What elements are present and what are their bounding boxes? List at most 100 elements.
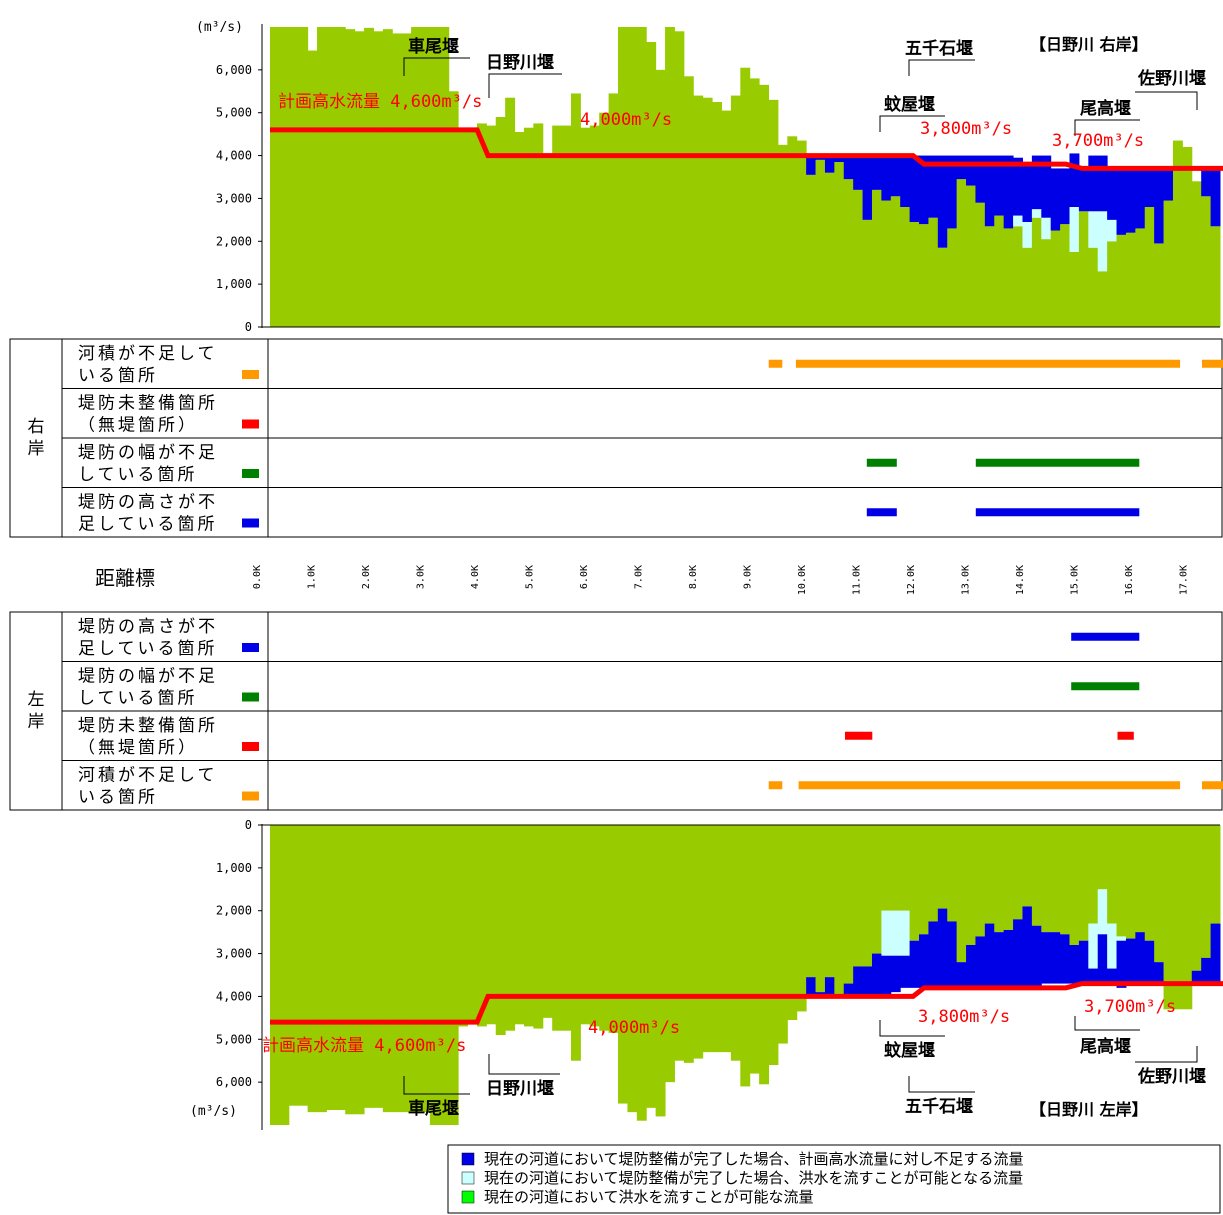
left-bar-green-58 (815, 825, 826, 993)
left-bar-green-88 (1097, 825, 1108, 890)
left-bank-row-label-line1-1: 堤防の幅が不足 (78, 667, 218, 687)
left-bar-green-5 (317, 825, 327, 1113)
left-bar-blue-98 (1191, 970, 1202, 984)
left-bar-blue-71 (937, 908, 948, 988)
left-bar-green-60 (834, 825, 845, 995)
right-bar-green-95 (1163, 200, 1174, 327)
left-bar-green-8 (345, 825, 356, 1115)
distance-tick-label: 14.0K (1015, 565, 1026, 595)
left-y-tick-label: 2,000 (216, 904, 252, 918)
right-bar-green-13 (392, 33, 403, 328)
right-bar-blue-81 (1031, 155, 1042, 210)
right-bar-green-30 (552, 125, 563, 327)
right-bar-green-68 (909, 222, 920, 327)
left-bar-green-89 (1107, 825, 1118, 924)
left-bar-green-71 (937, 825, 948, 909)
left-bar-green-16 (420, 825, 431, 1113)
right-bar-green-23 (486, 125, 497, 327)
left-bar-green-19 (448, 825, 459, 1125)
right-bar-blue-72 (947, 155, 958, 229)
right-bar-green-40 (646, 42, 657, 327)
right-bar-green-4 (307, 50, 318, 327)
right-bank-row-label-line2-1: （無堤箇所） (78, 416, 198, 436)
left-bar-blue-78 (1003, 930, 1014, 988)
right-bank-row-swatch-3 (242, 518, 259, 528)
left-bank-side-label: 岸 (28, 712, 45, 732)
left-bar-blue-57 (806, 977, 817, 997)
left-bar-blue-99 (1201, 957, 1212, 984)
left-bar-blue-67 (900, 955, 911, 988)
left-bar-green-37 (618, 825, 628, 1104)
left-bar-blue-61 (843, 983, 854, 997)
right-bank-row-label-line1-2: 堤防の幅が不足 (78, 443, 218, 463)
left-bar-blue-83 (1050, 932, 1061, 984)
plan-flow-line-right (270, 127, 1223, 171)
right-bar-blue-57 (806, 155, 817, 175)
left-bar-blue-85 (1069, 945, 1080, 984)
right-y-tick-label: 6,000 (216, 63, 252, 77)
left-bar-green-42 (665, 825, 675, 1083)
left-bar-green-87 (1088, 825, 1099, 924)
left-bar-green-21 (467, 825, 478, 1025)
left-bar-green-70 (928, 825, 939, 922)
right-bar-blue-87 (1088, 155, 1099, 212)
right-bank-row-label-line1-0: 河積が不足して (78, 344, 218, 364)
right-bar-blue-69 (919, 155, 929, 225)
left-y-tick-label: 4,000 (216, 989, 252, 1003)
left-bar-green-24 (495, 825, 506, 1035)
left-bar-blue-90 (1116, 940, 1127, 988)
right-bar-blue-62 (853, 155, 864, 190)
left-y-tick-label: 3,000 (216, 947, 252, 961)
right-bar-green-2 (288, 27, 299, 327)
left-bar-green-13 (392, 825, 403, 1113)
right-bar-green-20 (458, 129, 469, 327)
right-bar-green-29 (542, 153, 553, 327)
right-bar-green-46 (702, 97, 713, 328)
right-bar-green-33 (580, 127, 591, 328)
left-bar-green-98 (1191, 825, 1202, 971)
right-y-tick-label: 2,000 (216, 234, 252, 248)
left-bar-blue-74 (966, 945, 976, 988)
left-bar-blue-92 (1135, 932, 1146, 984)
left-bar-green-6 (326, 825, 337, 1110)
right-bank-row-label-line1-3: 堤防の高さが不 (78, 493, 218, 513)
right-bar-green-96 (1172, 140, 1183, 327)
right-bar-blue-92 (1135, 168, 1146, 229)
right-bar-green-59 (824, 172, 835, 327)
flow-3800-label-right: 3,800m³/s (920, 119, 1012, 139)
left-bank-segment-0-0 (1071, 632, 1140, 641)
right-bar-cyan-82 (1041, 217, 1052, 240)
right-bar-green-38 (627, 27, 638, 327)
legend-swatch-2 (461, 1190, 475, 1204)
right-bar-green-78 (1003, 228, 1014, 327)
right-bar-cyan-81 (1031, 209, 1042, 218)
right-y-tick-label: 1,000 (216, 277, 252, 291)
right-bar-green-98 (1191, 181, 1202, 327)
left-bar-green-96 (1172, 825, 1183, 1010)
left-bar-green-54 (777, 825, 788, 1044)
right-bar-green-37 (618, 27, 628, 327)
left-bar-green-40 (646, 825, 657, 1108)
right-bar-green-11 (373, 31, 384, 327)
right-bar-green-14 (401, 33, 412, 328)
right-bar-blue-83 (1050, 168, 1061, 231)
left-bar-green-0 (270, 825, 280, 1125)
left-bar-green-55 (787, 825, 798, 1020)
left-bank-deficiency-table: 左岸 堤防の高さが不足している箇所堤防の幅が不足している箇所堤防未整備箇所（無堤箇… (9, 611, 1223, 811)
left-bar-green-44 (683, 825, 694, 1063)
left-bar-cyan-89 (1107, 923, 1118, 969)
right-bar-green-87 (1088, 247, 1099, 327)
left-bar-blue-86 (1078, 940, 1089, 984)
right-bar-green-66 (890, 196, 901, 327)
right-bar-green-31 (561, 125, 572, 327)
left-bar-green-20 (458, 825, 469, 1027)
right-bar-green-28 (533, 123, 544, 328)
right-bar-blue-64 (871, 155, 882, 190)
right-bar-green-57 (806, 174, 817, 327)
right-bar-green-94 (1154, 243, 1165, 327)
left-bar-green-94 (1154, 825, 1165, 963)
left-bank-segment-3-2 (1202, 781, 1223, 790)
right-bar-green-52 (759, 84, 770, 327)
left-y-tick-label: 6,000 (216, 1075, 252, 1089)
distance-tick-label: 6.0K (579, 565, 590, 589)
